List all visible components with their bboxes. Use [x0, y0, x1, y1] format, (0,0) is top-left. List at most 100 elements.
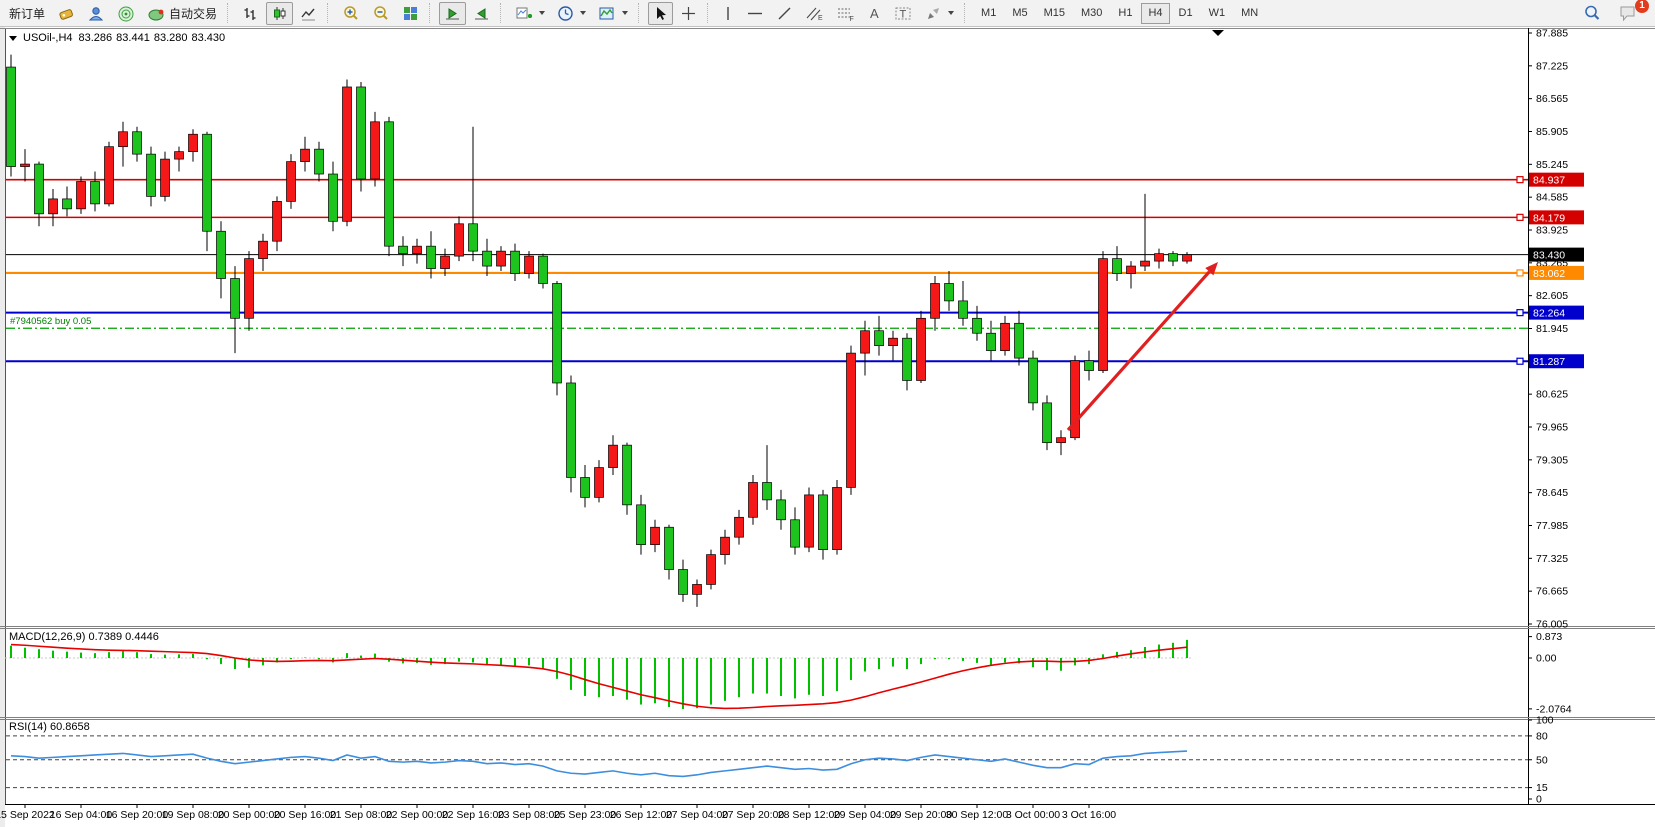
- fibonacci-tool[interactable]: F: [831, 2, 860, 25]
- tab-timeframe-h1[interactable]: H1: [1118, 7, 1133, 19]
- clock-icon: [557, 5, 574, 22]
- zoom-in-button[interactable]: [337, 2, 365, 25]
- tab-timeframe-mn[interactable]: MN: [1241, 7, 1259, 19]
- tab-timeframe-m1[interactable]: M1: [981, 7, 997, 19]
- svg-text:25 Sep 23:00: 25 Sep 23:00: [554, 809, 617, 821]
- zoom-in-icon: [342, 5, 360, 22]
- macd-panel: 0.873 0.00 -2.0764: [5, 631, 1572, 715]
- tile-windows-button[interactable]: [397, 2, 424, 25]
- cursor-button[interactable]: [648, 1, 674, 25]
- price-lines: [6, 176, 1528, 365]
- search-button[interactable]: [1578, 2, 1606, 25]
- templates-button[interactable]: [593, 2, 633, 25]
- toolbar-separator: [638, 3, 643, 23]
- main-toolbar: 新订单 自动交易: [0, 0, 1655, 27]
- ohlc-bars-icon: [242, 5, 259, 22]
- zoom-out-button[interactable]: [367, 2, 395, 25]
- chart-expander-icon[interactable]: [9, 35, 17, 41]
- macd-indicator-label: MACD(12,26,9) 0.7389 0.4446: [9, 631, 159, 643]
- signal-button[interactable]: [112, 2, 140, 25]
- rsi-panel: 100 80 50 150: [6, 715, 1554, 806]
- new-order-button[interactable]: 新订单: [4, 2, 50, 25]
- svg-text:84.585: 84.585: [1536, 192, 1568, 204]
- svg-text:84.179: 84.179: [1533, 212, 1565, 224]
- svg-text:16 Sep 20:00: 16 Sep 20:00: [106, 809, 169, 821]
- toolbar-separator: [500, 3, 505, 23]
- svg-text:79.965: 79.965: [1536, 422, 1568, 434]
- svg-text:3 Oct 16:00: 3 Oct 16:00: [1062, 809, 1116, 821]
- price-tag-button[interactable]: [52, 2, 80, 25]
- chevron-down-icon: [622, 11, 629, 15]
- add-indicator-button[interactable]: [510, 2, 550, 25]
- toolbar-separator: [707, 3, 712, 23]
- svg-text:-2.0764: -2.0764: [1536, 703, 1572, 715]
- price-tag-icon: [57, 5, 75, 22]
- svg-text:81.945: 81.945: [1536, 323, 1568, 335]
- svg-text:82.605: 82.605: [1536, 290, 1568, 302]
- chart-window[interactable]: 87.885 87.225 86.565 85.905 85.245 84.585 83.9…: [0, 27, 1655, 827]
- price-chart-canvas[interactable]: 87.885 87.225 86.565 85.905 85.245 84.585 83.9…: [0, 27, 1655, 827]
- periods-button[interactable]: [552, 2, 591, 25]
- svg-text:86.565: 86.565: [1536, 93, 1568, 105]
- chevron-down-icon: [539, 11, 546, 15]
- tab-timeframe-d1[interactable]: D1: [1178, 7, 1193, 19]
- svg-text:0.873: 0.873: [1536, 631, 1562, 643]
- chart-high-value: 83.441: [116, 32, 150, 44]
- chart-close-value: 83.430: [191, 32, 226, 44]
- text-a-icon: A: [867, 5, 882, 22]
- chart-symbol-timeframe: USOil-,H4: [23, 32, 73, 44]
- svg-text:15 Sep 2022: 15 Sep 2022: [0, 809, 55, 821]
- tab-timeframe-m30[interactable]: M30: [1081, 7, 1103, 19]
- open-position-label: #7940562 buy 0.05: [10, 316, 92, 327]
- template-icon: [598, 5, 616, 22]
- svg-text:84.937: 84.937: [1533, 175, 1565, 187]
- chat-button[interactable]: 1: [1614, 0, 1649, 25]
- svg-text:19 Sep 08:00: 19 Sep 08:00: [162, 809, 225, 821]
- svg-text:15: 15: [1536, 782, 1548, 794]
- tab-timeframe-h4[interactable]: H4: [1141, 2, 1170, 24]
- svg-text:27 Sep 04:00: 27 Sep 04:00: [666, 809, 729, 821]
- text-label-tool[interactable]: T: [889, 2, 918, 25]
- svg-text:82.264: 82.264: [1533, 308, 1565, 320]
- tab-timeframe-m5[interactable]: M5: [1012, 7, 1028, 19]
- svg-text:83.430: 83.430: [1533, 250, 1565, 262]
- svg-text:80.625: 80.625: [1536, 389, 1568, 401]
- auto-trading-button[interactable]: 自动交易: [142, 2, 222, 25]
- crosshair-button[interactable]: [675, 2, 702, 25]
- horizontal-line-icon: [746, 5, 764, 22]
- drawn-annotations: [1066, 30, 1224, 432]
- svg-text:29 Sep 04:00: 29 Sep 04:00: [834, 809, 897, 821]
- chat-bubble-icon: [1619, 4, 1638, 22]
- tab-timeframe-w1[interactable]: W1: [1208, 7, 1226, 19]
- svg-text:22 Sep 16:00: 22 Sep 16:00: [442, 809, 505, 821]
- svg-text:83.062: 83.062: [1533, 268, 1565, 280]
- auto-scroll-button[interactable]: [439, 1, 467, 25]
- tab-timeframe-m15[interactable]: M15: [1043, 7, 1065, 19]
- channel-tool[interactable]: E: [800, 2, 829, 25]
- trendline-tool[interactable]: [771, 2, 798, 25]
- candlestick-chart-button[interactable]: [266, 1, 294, 25]
- svg-text:F: F: [850, 16, 854, 22]
- svg-text:81.287: 81.287: [1533, 356, 1565, 368]
- profile-button[interactable]: [82, 2, 110, 25]
- add-indicator-icon: [515, 5, 533, 22]
- chart-shift-button[interactable]: [468, 2, 495, 25]
- bar-chart-button[interactable]: [237, 2, 264, 25]
- line-chart-button[interactable]: [295, 2, 322, 25]
- svg-text:79.305: 79.305: [1536, 454, 1568, 466]
- toolbar-separator: [227, 3, 232, 23]
- horizontal-line-tool[interactable]: [741, 2, 769, 25]
- candlestick-icon: [271, 5, 288, 22]
- vertical-line-tool[interactable]: [717, 2, 739, 25]
- svg-text:27 Sep 20:00: 27 Sep 20:00: [722, 809, 785, 821]
- text-tool[interactable]: A: [862, 2, 887, 25]
- svg-text:0.00: 0.00: [1536, 653, 1557, 665]
- notification-badge: 1: [1635, 0, 1649, 13]
- svg-text:16 Sep 04:00: 16 Sep 04:00: [50, 809, 113, 821]
- arrows-tool[interactable]: [920, 2, 959, 25]
- svg-text:30 Sep 12:00: 30 Sep 12:00: [946, 809, 1009, 821]
- rsi-indicator-label: RSI(14) 60.8658: [9, 721, 90, 733]
- svg-text:77.985: 77.985: [1536, 520, 1568, 532]
- candlestick-series: [6, 54, 1192, 607]
